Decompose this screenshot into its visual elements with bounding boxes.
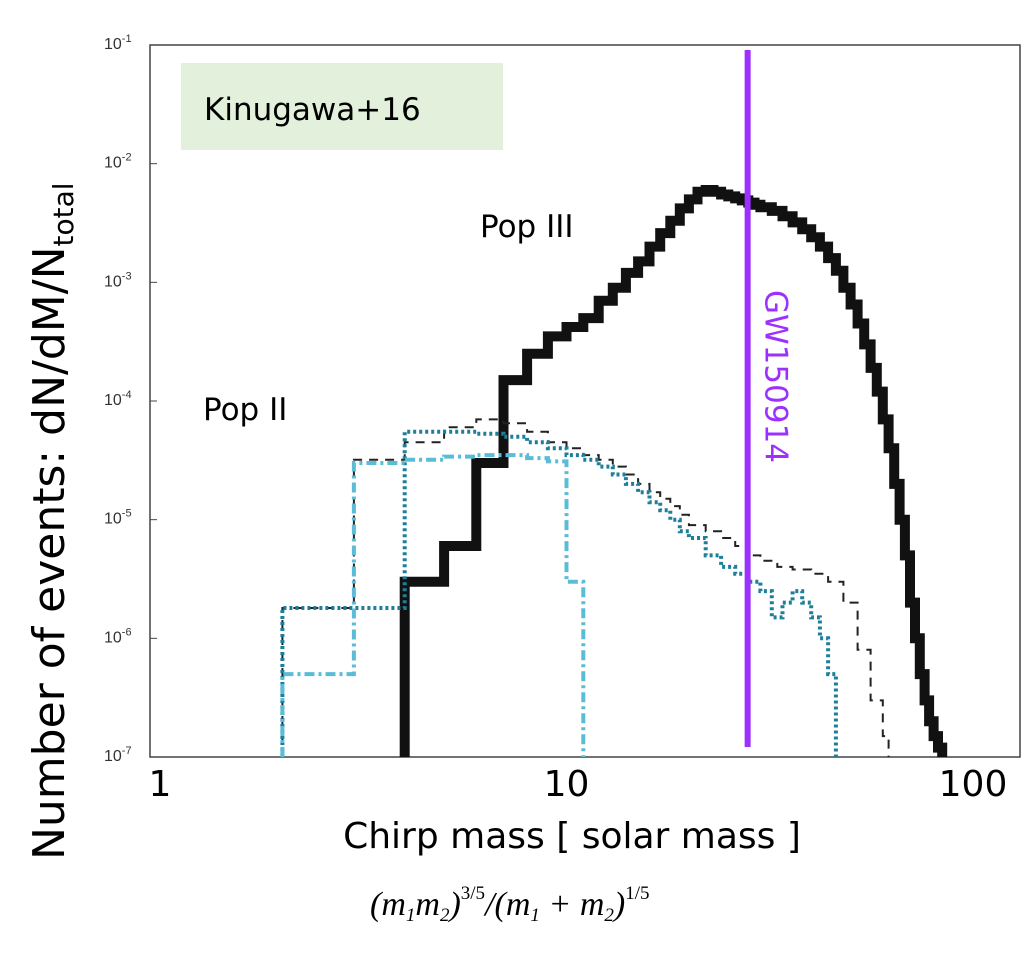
reference-box [181,63,503,150]
x-tick-label: 100 [939,764,1008,805]
pop3-label: Pop III [480,209,574,245]
x-tick-label: 1 [149,764,172,805]
y-axis-label-main: Number of events: dN/dM/N [24,247,75,861]
reference-label: Kinugawa+16 [204,92,421,128]
series-dashed-step [281,418,890,757]
x-axis-label: Chirp mass [ solar mass ] [343,816,801,857]
y-tick-label: 10-3 [104,270,132,290]
chirp-mass-formula: (m1m2)3/5/(m1 + m2)1/5 [370,883,650,926]
series-layer [280,185,948,757]
x-tick-labels: 1 10 100 [149,764,1008,805]
y-tick-label: 10-7 [104,745,132,765]
x-tick-label: 10 [544,764,590,805]
y-tick-label: 10-4 [104,389,132,409]
y-tick-label: 10-6 [104,626,132,646]
gw150914-label: GW150914 [758,290,794,463]
y-tick-label: 10-2 [104,152,132,172]
y-axis-label-subscript: total [47,182,80,246]
y-axis-label: Number of events: dN/dM/Ntotal [24,182,80,860]
series-solid-step [399,185,948,757]
series-dashdot-step [280,453,586,757]
pop2-label: Pop II [203,392,287,428]
y-tick-label: 10-5 [104,508,132,528]
y-tick-label: 10-1 [104,33,132,53]
series-dotted-step [280,429,838,757]
y-tick-labels: 10-1 10-2 10-3 10-4 10-5 10-6 10-7 [104,33,157,765]
